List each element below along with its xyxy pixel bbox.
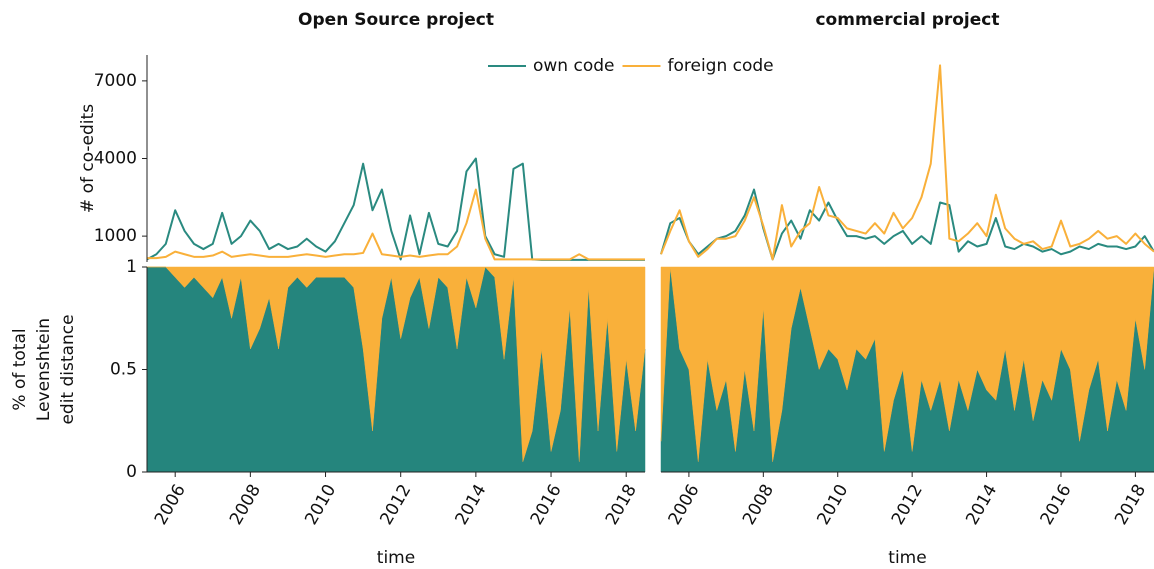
legend-label: own code: [533, 56, 614, 76]
series-line: [660, 188, 1154, 261]
x-tick-label: 2012: [376, 481, 415, 528]
x-tick-label: 2008: [739, 481, 778, 528]
y-tick-label: 4000: [94, 149, 137, 169]
x-tick-label: 2008: [226, 481, 265, 528]
panel-title: commercial project: [815, 10, 999, 30]
x-axis-label: time: [377, 548, 415, 568]
x-tick-label: 2014: [452, 481, 491, 528]
x-tick-label: 2010: [813, 481, 852, 528]
x-tick-label: 2018: [602, 481, 641, 528]
y-tick-label: 7000: [94, 71, 137, 91]
x-tick-label: 2010: [301, 481, 340, 528]
y-tick-label: 0.5: [110, 360, 137, 380]
y-axis-label: # of co-edits: [78, 104, 98, 213]
legend-label: foreign code: [667, 56, 773, 76]
x-tick-label: 2012: [888, 481, 927, 528]
y-axis-label: % of total: [10, 328, 30, 410]
series-area: [660, 266, 1154, 462]
x-tick-label: 2016: [527, 481, 566, 528]
x-tick-label: 2018: [1111, 481, 1150, 528]
series-line: [147, 188, 645, 261]
y-tick-label: 0: [126, 462, 137, 482]
y-axis-label: edit distance: [58, 314, 78, 424]
series-line: [660, 64, 1154, 261]
x-tick-label: 2006: [665, 481, 704, 528]
y-tick-label: 1: [126, 257, 137, 277]
series-area: [147, 266, 646, 462]
y-axis-label: Levenshtein: [34, 318, 54, 421]
x-tick-label: 2016: [1037, 481, 1076, 528]
x-axis-label: time: [888, 548, 926, 568]
panel-title: Open Source project: [298, 10, 494, 30]
x-tick-label: 2014: [962, 481, 1001, 528]
x-tick-label: 2006: [151, 481, 190, 528]
y-tick-label: 1000: [94, 226, 137, 246]
series-line: [146, 157, 645, 261]
